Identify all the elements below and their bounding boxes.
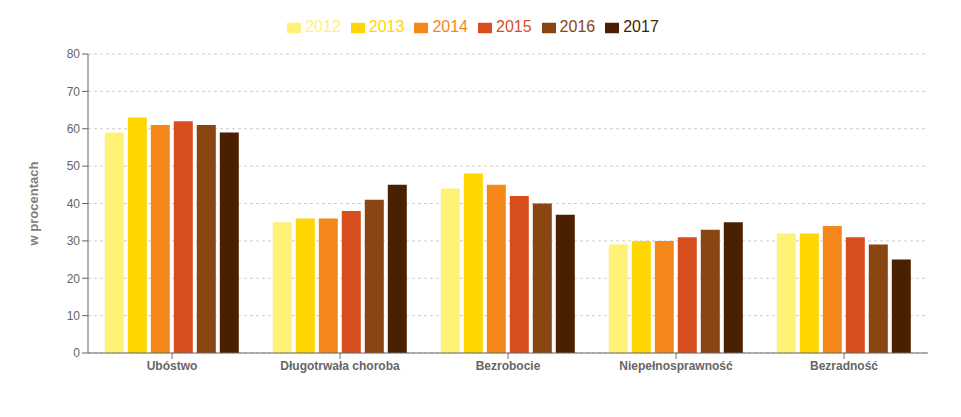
svg-text:40: 40: [67, 197, 81, 211]
svg-text:Bezradność: Bezradność: [810, 359, 878, 373]
svg-text:0: 0: [73, 346, 80, 360]
svg-text:80: 80: [67, 47, 81, 61]
svg-text:50: 50: [67, 159, 81, 173]
svg-text:Bezrobocie: Bezrobocie: [476, 359, 541, 373]
svg-text:30: 30: [67, 234, 81, 248]
html-text:2017: 2017: [623, 18, 659, 35]
html-text:2013: 2013: [368, 18, 405, 35]
svg-text:10: 10: [67, 309, 81, 323]
html-text:2015: 2015: [496, 18, 532, 35]
svg-text:w procentach: w procentach: [26, 162, 41, 247]
svg-text:70: 70: [67, 85, 81, 99]
svg-text:Niepełnosprawność: Niepełnosprawność: [619, 359, 733, 373]
svg-text:20: 20: [67, 272, 81, 286]
svg-text:Długotrwała choroba: Długotrwała choroba: [280, 359, 400, 373]
svg-text:60: 60: [67, 122, 81, 136]
html-text:2012: 2012: [305, 18, 341, 35]
html-text:2016: 2016: [559, 18, 596, 35]
html-text:2014: 2014: [432, 18, 468, 35]
svg-text:Ubóstwo: Ubóstwo: [147, 359, 198, 373]
